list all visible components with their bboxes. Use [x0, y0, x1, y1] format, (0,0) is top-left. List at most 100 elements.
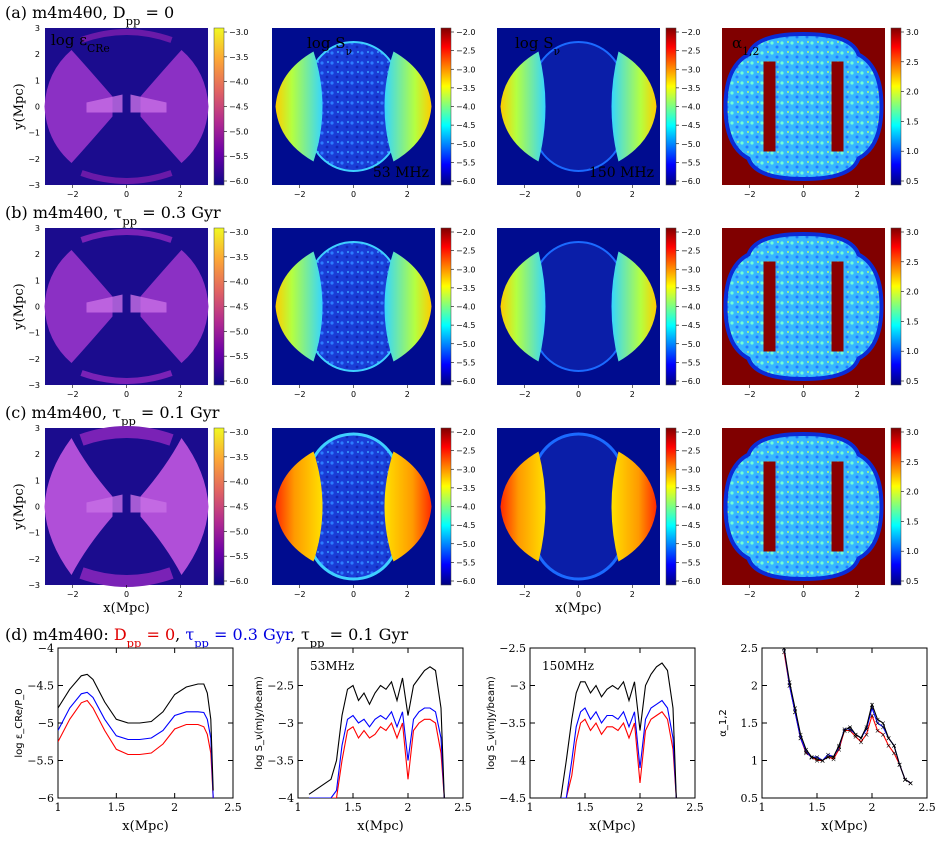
colorbar-tick-label: −2.5: [456, 247, 475, 256]
y-tick-label: −3: [278, 717, 294, 730]
colorbar: [890, 27, 902, 186]
x-tick-label: −2: [294, 190, 306, 199]
y-tick-label: −3.5: [267, 755, 294, 768]
colorbar-tick-label: −3.0: [681, 265, 700, 274]
data-point-marker: ×: [858, 738, 864, 746]
map-panel-r2-c2: −2.0 −2.5 −3.0 −3.5 −4.0 −4.5 −5.0 −5.5 −6.0 −2 0 2…: [497, 427, 700, 616]
x-tick-label: 0: [351, 190, 356, 199]
y-tick-label: −1: [28, 129, 40, 138]
y-tick-label: 2: [35, 50, 40, 59]
colorbar-tick-label: −3.0: [681, 65, 700, 74]
y-tick-label: −3: [28, 181, 40, 190]
x-axis-label: x(Mpc): [103, 601, 149, 616]
y-tick-label: −6: [38, 792, 54, 805]
data-point-marker: ×: [809, 754, 815, 762]
colorbar-tick-label: −4.0: [456, 103, 475, 112]
lobe-left: [500, 251, 546, 362]
lobe-left: [275, 51, 323, 162]
data-point-marker: ×: [803, 748, 809, 756]
data-point-marker: ×: [847, 723, 853, 731]
plot-frame: [57, 647, 234, 799]
plot-frame: [761, 647, 928, 799]
colorbar-tick-label: −3.0: [456, 265, 475, 274]
data-point-marker: ×: [897, 761, 903, 769]
x-tick-label: 2.5: [224, 801, 242, 814]
y-axis-label: y(Mpc): [12, 483, 27, 530]
y-tick-label: 3: [35, 24, 40, 33]
colorbar-tick-label: −4.0: [229, 278, 248, 287]
colorbar-tick-label: −3.5: [681, 284, 700, 293]
shell-arc-top: [80, 29, 173, 43]
map-panel-r1-c3: 3.0 2.5 2.0 1.5 1.0 0.5 −2 0 2: [722, 227, 919, 399]
x-tick-label: 0: [351, 390, 356, 399]
x-tick-label: 1: [55, 801, 62, 814]
colorbar-tick-label: −5.0: [681, 540, 700, 549]
x-tick-label: 2.5: [454, 801, 472, 814]
y-tick-label: 0: [35, 103, 40, 112]
colorbar: [213, 427, 225, 586]
colorbar-tick-label: −3.5: [456, 84, 475, 93]
colorbar-tick-label: −6.0: [229, 177, 248, 186]
x-tick-label: 1.5: [576, 801, 594, 814]
colorbar-tick-label: −3.5: [456, 284, 475, 293]
y-tick-label: 2: [35, 450, 40, 459]
map-panel-r0-c2: −2.0 −2.5 −3.0 −3.5 −4.0 −4.5 −5.0 −5.5 −6.0 −2 0 2…: [497, 27, 700, 199]
colorbar: [665, 27, 677, 186]
y-axis-label: α_1,2: [718, 709, 729, 737]
data-point-marker: ×: [908, 780, 914, 788]
shell-arc-bottom: [79, 567, 174, 587]
y-tick-label: −2.5: [267, 680, 294, 693]
cocoon: [532, 41, 625, 172]
x-tick-label: 1.5: [808, 801, 826, 814]
x-tick-label: 2: [178, 590, 183, 599]
y-tick-label: −3.5: [499, 717, 526, 730]
steep-region-right: [831, 261, 844, 352]
y-tick-label: −3: [28, 381, 40, 390]
jet-right: [130, 94, 167, 113]
x-axis-label: x(Mpc): [357, 819, 403, 834]
colorbar-tick-label: −5.0: [456, 540, 475, 549]
colorbar-tick-label: 0.5: [906, 177, 919, 186]
y-tick-label: −2: [28, 555, 40, 564]
colorbar-tick-label: −3.5: [229, 453, 248, 462]
colorbar-tick-label: 2.5: [906, 58, 919, 67]
data-point-marker: ×: [875, 720, 881, 728]
shell-arc-top: [79, 426, 174, 446]
colorbar-tick-label: −3.0: [456, 65, 475, 74]
steep-region-left: [763, 61, 776, 152]
profile-plot-3: 1 1.5 2 2.52.521.510.5x(Mpc)α_1,2××××× × × × × ×…: [718, 642, 936, 834]
colorbar-tick-label: −6.0: [681, 177, 700, 186]
y-tick-label: −4: [38, 642, 54, 655]
colorbar-tick-label: −2.5: [681, 247, 700, 256]
colorbar-tick-label: −5.5: [681, 358, 700, 367]
data-point-marker: ×: [886, 735, 892, 743]
x-tick-label: 2: [405, 190, 410, 199]
row-label-b: (b) m4m4θ0, τpp = 0.3 Gyr: [5, 203, 221, 228]
colorbar-tick-label: −5.5: [681, 558, 700, 567]
x-tick-label: −2: [294, 590, 306, 599]
data-point-marker: ×: [836, 744, 842, 752]
colorbar-tick-label: −5.0: [456, 340, 475, 349]
x-tick-label: 2: [405, 590, 410, 599]
y-tick-label: 1.5: [741, 717, 759, 730]
x-tick-label: 2: [630, 590, 635, 599]
data-point-marker: ×: [836, 746, 842, 754]
colorbar-tick-label: −5.5: [456, 158, 475, 167]
colorbar-tick-label: −4.0: [681, 103, 700, 112]
y-axis-label: log ε_CRe/P_0: [14, 688, 25, 757]
lobe-right: [384, 51, 432, 162]
data-point-marker: ×: [831, 756, 837, 764]
y-tick-label: 1: [35, 76, 40, 85]
colorbar-tick-label: −2.0: [681, 28, 700, 37]
y-tick-label: −5.5: [27, 755, 54, 768]
x-tick-label: 1: [527, 801, 534, 814]
cocoon: [723, 431, 884, 582]
colorbar-tick-label: −4.0: [229, 478, 248, 487]
series-line-black: [560, 662, 677, 798]
map-panel-r1-c0: −3.0 −3.5 −4.0 −4.5 −5.0 −5.5 −6.0 −2 0 2 3 2 1 0 −1 −2…: [12, 224, 248, 399]
data-point-marker: ×: [847, 727, 853, 735]
colorbar-tick-label: −6.0: [456, 577, 475, 586]
colorbar-tick-label: −4.5: [456, 321, 475, 330]
colorbar-tick-label: 1.5: [906, 117, 919, 126]
data-point-marker: ×: [869, 705, 875, 713]
